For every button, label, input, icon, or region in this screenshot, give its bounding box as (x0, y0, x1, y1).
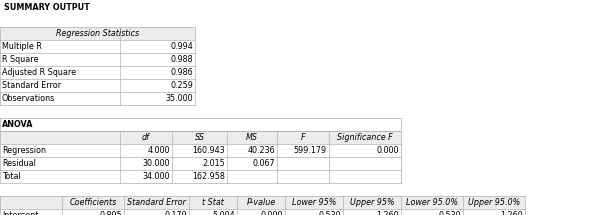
Text: 40.236: 40.236 (247, 146, 275, 155)
Text: SUMMARY OUTPUT: SUMMARY OUTPUT (4, 3, 90, 12)
Bar (0, 131, 401, 144)
Text: Lower 95%: Lower 95% (292, 198, 336, 207)
Text: Intercept: Intercept (2, 211, 39, 215)
Text: F: F (300, 133, 305, 142)
Text: Multiple R: Multiple R (2, 42, 42, 51)
Text: ANOVA: ANOVA (2, 120, 34, 129)
Text: 1.260: 1.260 (376, 211, 399, 215)
Text: Adjusted R Square: Adjusted R Square (2, 68, 76, 77)
Text: 1.260: 1.260 (500, 211, 523, 215)
Text: 0.895: 0.895 (99, 211, 122, 215)
Text: 599.179: 599.179 (294, 146, 327, 155)
Text: 0.067: 0.067 (252, 159, 275, 168)
Text: Observations: Observations (2, 94, 55, 103)
Text: Significance F: Significance F (337, 133, 393, 142)
Text: 0.530: 0.530 (318, 211, 341, 215)
Text: Lower 95.0%: Lower 95.0% (406, 198, 458, 207)
Text: t Stat: t Stat (202, 198, 224, 207)
Bar (0, 27, 195, 40)
Text: df: df (142, 133, 150, 142)
Text: 0.000: 0.000 (261, 211, 283, 215)
Text: MS: MS (246, 133, 258, 142)
Text: 0.000: 0.000 (376, 146, 399, 155)
Text: 0.179: 0.179 (164, 211, 187, 215)
Text: R Square: R Square (2, 55, 39, 64)
Text: Regression: Regression (2, 146, 46, 155)
Text: 0.259: 0.259 (170, 81, 193, 90)
Text: Standard Error: Standard Error (127, 198, 186, 207)
Text: Regression Statistics: Regression Statistics (56, 29, 139, 38)
Text: Coefficients: Coefficients (69, 198, 117, 207)
Text: Upper 95%: Upper 95% (350, 198, 394, 207)
Text: 2.015: 2.015 (202, 159, 225, 168)
Bar (0, 196, 525, 209)
Text: P-value: P-value (246, 198, 276, 207)
Text: 5.004: 5.004 (213, 211, 235, 215)
Text: 35.000: 35.000 (166, 94, 193, 103)
Text: 0.994: 0.994 (170, 42, 193, 51)
Text: 162.958: 162.958 (192, 172, 225, 181)
Text: 0.986: 0.986 (170, 68, 193, 77)
Text: Upper 95.0%: Upper 95.0% (468, 198, 520, 207)
Text: Residual: Residual (2, 159, 36, 168)
Text: 34.000: 34.000 (143, 172, 170, 181)
Text: SS: SS (194, 133, 205, 142)
Text: 0.988: 0.988 (170, 55, 193, 64)
Text: Total: Total (2, 172, 20, 181)
Text: 4.000: 4.000 (147, 146, 170, 155)
Text: 160.943: 160.943 (193, 146, 225, 155)
Text: 30.000: 30.000 (143, 159, 170, 168)
Text: 0.530: 0.530 (438, 211, 461, 215)
Text: Standard Error: Standard Error (2, 81, 61, 90)
